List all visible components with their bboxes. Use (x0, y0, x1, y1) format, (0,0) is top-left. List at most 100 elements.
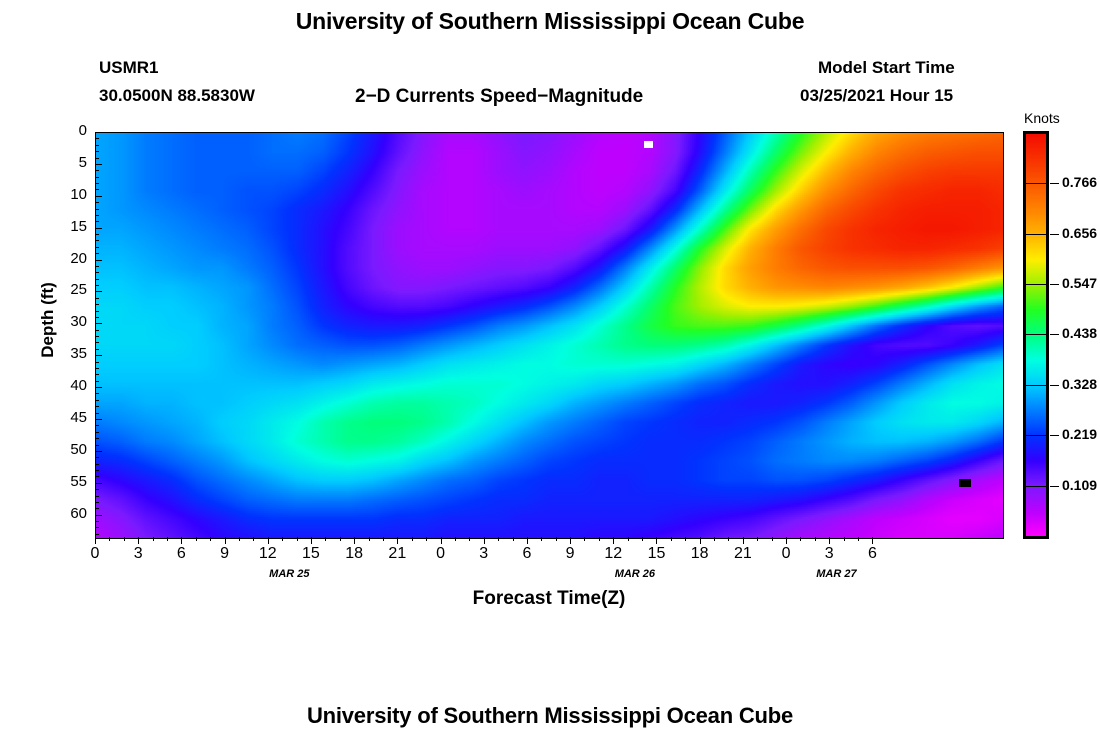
y-tick-minor (95, 496, 99, 497)
x-tick-label: 21 (388, 545, 407, 562)
x-tick-minor (685, 537, 686, 541)
page-title: University of Southern Mississippi Ocean… (295, 8, 805, 34)
y-tick-minor (95, 221, 99, 222)
x-tick-minor (628, 537, 629, 541)
y-tick-minor (95, 298, 99, 299)
x-tick-label: 12 (258, 545, 277, 562)
plot-subtitle: 2−D Currents Speed−Magnitude (355, 86, 644, 107)
y-tick-label: 60 (70, 504, 87, 522)
heatmap-plot-area (95, 132, 1004, 539)
x-tick-minor (225, 537, 226, 541)
x-tick-label: 0 (781, 545, 791, 562)
colorbar-separator (1026, 385, 1046, 386)
x-tick-minor (181, 537, 182, 541)
colorbar-tick-mark (1050, 334, 1059, 335)
x-tick-minor (253, 537, 254, 541)
y-tick-minor (95, 145, 99, 146)
y-tick-label: 30 (70, 313, 87, 331)
colorbar-separator (1026, 435, 1046, 436)
x-tick-minor (397, 537, 398, 541)
colorbar-tick-label: 0.438 (1062, 325, 1098, 342)
x-tick-label: 6 (522, 545, 532, 562)
colorbar-tick-label: 0.328 (1062, 376, 1098, 393)
colorbar-tick-mark (1050, 284, 1059, 285)
y-tick-label: 55 (70, 472, 87, 490)
y-tick-minor (95, 457, 99, 458)
y-tick-minor (95, 432, 99, 433)
y-tick-minor (95, 368, 99, 369)
y-tick-minor (95, 132, 99, 133)
y-tick-minor (95, 527, 99, 528)
y-tick-minor (95, 202, 99, 203)
x-tick-label: 0 (436, 545, 445, 562)
y-tick-minor (95, 387, 99, 388)
y-tick-minor (95, 189, 99, 190)
y-tick-minor (95, 253, 99, 254)
y-tick-minor (95, 291, 99, 292)
y-tick-minor (95, 151, 99, 152)
footer-title: University of Southern Mississippi Ocean… (306, 703, 794, 728)
x-tick-minor (570, 537, 571, 541)
x-tick-label: 18 (690, 545, 709, 562)
y-tick-minor (95, 317, 99, 318)
y-tick-minor (95, 419, 99, 420)
y-axis-ticks: 0 5 10 15 20 25 30 35 40 45 50 55 60 (0, 0, 95, 750)
x-tick-label: 3 (824, 545, 834, 562)
y-tick-minor (95, 164, 99, 165)
colorbar-tick-label: 0.766 (1062, 174, 1098, 191)
x-tick-minor (584, 537, 585, 541)
x-tick-minor (383, 537, 384, 541)
station-coordinates: 30.0500N 88.5830W (99, 86, 255, 105)
x-tick-minor (815, 537, 816, 541)
heatmap-canvas (96, 133, 1003, 538)
x-tick-minor (153, 537, 154, 541)
x-tick-minor (498, 537, 499, 541)
x-tick-minor (800, 537, 801, 541)
colorbar-tick-label: 0.109 (1062, 476, 1098, 493)
colorbar-tick-mark (1050, 435, 1059, 436)
x-tick-label: 6 (176, 545, 186, 562)
y-tick-minor (95, 158, 99, 159)
x-tick-minor (469, 537, 470, 541)
y-tick-minor (95, 323, 99, 324)
y-tick-minor (95, 183, 99, 184)
colorbar-canvas (1026, 134, 1046, 536)
x-tick-minor (829, 537, 830, 541)
colorbar-tick-label: 0.219 (1062, 426, 1098, 443)
x-tick-minor (527, 537, 528, 541)
y-tick-label: 40 (70, 377, 87, 395)
colorbar-tick-mark (1050, 486, 1059, 487)
y-tick-label: 15 (70, 217, 87, 235)
y-tick-label: 35 (70, 345, 87, 363)
y-tick-minor (95, 464, 99, 465)
colorbar-separator (1026, 234, 1046, 235)
y-tick-minor (95, 476, 99, 477)
x-tick-minor (325, 537, 326, 541)
y-tick-minor (95, 489, 99, 490)
x-tick-minor (311, 537, 312, 541)
y-tick-minor (95, 215, 99, 216)
x-tick-minor (268, 537, 269, 541)
x-tick-label: 0 (90, 545, 100, 562)
colorbar-tick-label: 0.547 (1062, 275, 1098, 292)
x-tick-minor (282, 537, 283, 541)
model-start-time-value: 03/25/2021 Hour 15 (800, 86, 954, 105)
x-tick-label: 15 (302, 545, 320, 562)
y-tick-minor (95, 285, 99, 286)
x-tick-label: 15 (647, 545, 666, 562)
x-tick-minor (167, 537, 168, 541)
y-tick-minor (95, 279, 99, 280)
colorbar-tick-mark (1050, 234, 1059, 235)
x-tick-minor (297, 537, 298, 541)
x-tick-minor (239, 537, 240, 541)
y-tick-label: 45 (70, 409, 87, 426)
y-tick-minor (95, 266, 99, 267)
x-tick-minor (786, 537, 787, 541)
x-tick-minor (95, 537, 96, 541)
x-tick-minor (613, 537, 614, 541)
y-tick-minor (95, 170, 99, 171)
x-tick-minor (109, 537, 110, 541)
colorbar (1023, 131, 1049, 539)
x-tick-minor (369, 537, 370, 541)
station-id: USMR1 (99, 58, 159, 77)
